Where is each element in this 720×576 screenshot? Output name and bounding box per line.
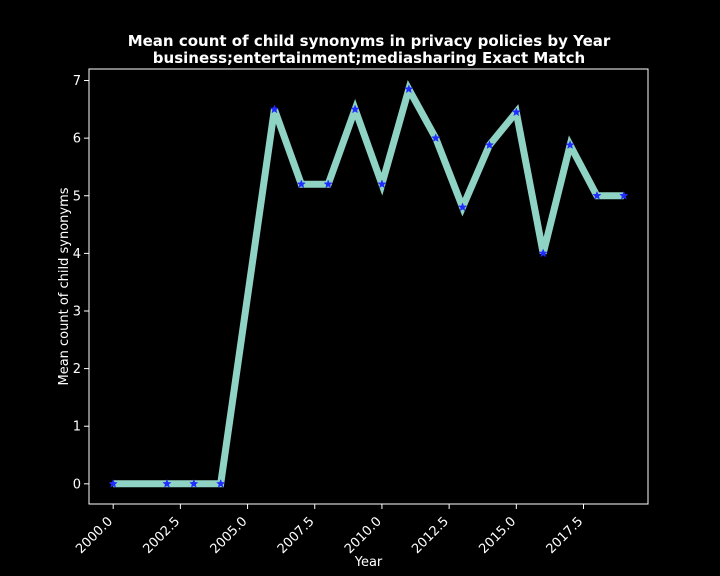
- plot-area: [88, 68, 649, 505]
- data-point: [484, 140, 495, 150]
- data-point: [457, 202, 468, 212]
- data-point: [404, 84, 414, 94]
- x-tick-label: 2015.0: [476, 514, 519, 557]
- data-point: [431, 133, 441, 143]
- data-point: [323, 179, 333, 189]
- x-tick-label: 2007.5: [275, 514, 318, 557]
- data-point: [511, 107, 521, 117]
- data-point: [296, 179, 306, 189]
- data-point: [592, 190, 602, 200]
- y-tick-label: 3: [73, 304, 81, 319]
- x-tick-label: 2002.5: [140, 514, 183, 557]
- y-axis-label: Mean count of child synonyms: [57, 187, 72, 385]
- data-point: [619, 190, 629, 200]
- data-point: [162, 478, 172, 488]
- series-line: [113, 80, 624, 488]
- y-tick-label: 0: [73, 477, 81, 492]
- data-point: [269, 104, 280, 114]
- x-tick-label: 2012.5: [409, 514, 452, 557]
- y-axis: 0 1 2 3 4 5 6 7: [73, 74, 89, 492]
- data-point: [350, 104, 360, 114]
- data-point: [565, 140, 575, 150]
- data-point: [216, 478, 226, 488]
- data-point: [538, 248, 548, 258]
- x-tick-label: 2010.0: [342, 514, 385, 557]
- x-axis: 2000.0 2002.5 2005.0 2007.5 2010.0 2012.5 2015…: [73, 504, 586, 557]
- chart-subtitle: business;entertainment;mediasharing Exac…: [153, 49, 585, 67]
- x-tick-label: 2000.0: [73, 514, 116, 557]
- y-tick-label: 1: [73, 420, 81, 435]
- chart-title: Mean count of child synonyms in privacy …: [128, 32, 611, 50]
- plot-frame: [88, 68, 649, 505]
- data-point: [189, 478, 199, 488]
- data-point: [108, 478, 118, 488]
- y-tick-label: 6: [73, 132, 81, 147]
- x-tick-label: 2017.5: [544, 514, 587, 557]
- x-axis-label: Year: [354, 555, 383, 570]
- y-tick-label: 5: [73, 189, 81, 204]
- y-tick-label: 2: [73, 362, 81, 377]
- y-tick-label: 4: [73, 247, 81, 262]
- x-tick-label: 2005.0: [208, 514, 251, 557]
- data-point: [377, 179, 387, 189]
- series-layer: [108, 80, 629, 488]
- y-tick-label: 7: [73, 74, 81, 89]
